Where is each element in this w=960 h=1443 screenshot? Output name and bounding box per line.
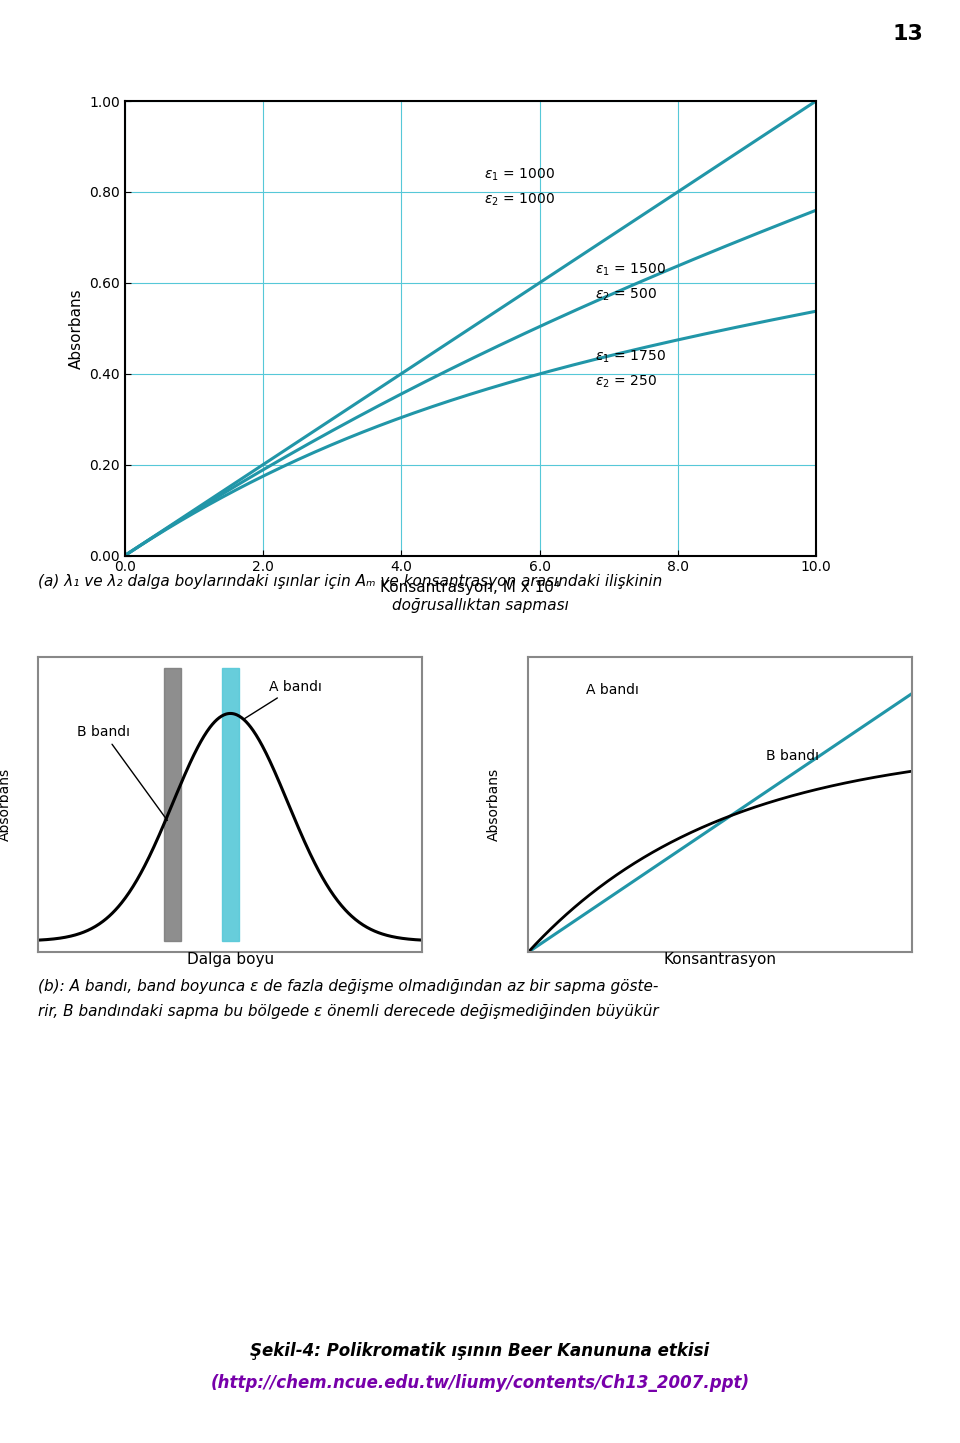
Text: 13: 13 — [893, 25, 924, 45]
Text: $\varepsilon_1$ = 1750: $\varepsilon_1$ = 1750 — [595, 348, 665, 365]
Y-axis label: Absorbans: Absorbans — [0, 768, 12, 841]
Text: rir, B bandındaki sapma bu bölgede ε önemli derecede değişmediğinden büyükür: rir, B bandındaki sapma bu bölgede ε öne… — [38, 1004, 659, 1019]
Text: Şekil-4: Polikromatik ışının Beer Kanununa etkisi: Şekil-4: Polikromatik ışının Beer Kanunu… — [251, 1342, 709, 1361]
Text: (http://chem.ncue.edu.tw/liumy/contents/Ch13_2007.ppt): (http://chem.ncue.edu.tw/liumy/contents/… — [210, 1374, 750, 1392]
Text: Konsantrasyon: Konsantrasyon — [663, 952, 777, 967]
Text: $\varepsilon_1$ = 1000: $\varepsilon_1$ = 1000 — [484, 166, 555, 183]
Text: $\varepsilon_2$ = 1000: $\varepsilon_2$ = 1000 — [484, 192, 555, 208]
Text: $\varepsilon_2$ = 250: $\varepsilon_2$ = 250 — [595, 374, 657, 390]
Y-axis label: Absorbans: Absorbans — [68, 289, 84, 368]
X-axis label: Konsantrasyon, M x 10⁴: Konsantrasyon, M x 10⁴ — [380, 580, 561, 595]
Text: A bandı: A bandı — [244, 680, 322, 719]
Text: A bandı: A bandı — [586, 683, 638, 697]
Text: Dalga boyu: Dalga boyu — [187, 952, 274, 967]
Text: B bandı: B bandı — [77, 726, 167, 821]
Text: B bandı: B bandı — [766, 749, 819, 763]
Text: $\varepsilon_1$ = 1500: $\varepsilon_1$ = 1500 — [595, 261, 665, 278]
Text: (a) λ₁ ve λ₂ dalga boylarındaki ışınlar için Aₘ ve konsantrasyon arasındaki iliş: (a) λ₁ ve λ₂ dalga boylarındaki ışınlar … — [38, 574, 662, 589]
Bar — [164, 668, 181, 941]
Text: (b): A bandı, band boyunca ε de fazla değişme olmadığından az bir sapma göste-: (b): A bandı, band boyunca ε de fazla de… — [38, 980, 659, 994]
Y-axis label: Absorbans: Absorbans — [487, 768, 501, 841]
Bar — [222, 668, 239, 941]
Text: $\varepsilon_2$ = 500: $\varepsilon_2$ = 500 — [595, 287, 657, 303]
Text: doğrusallıktan sapması: doğrusallıktan sapması — [392, 599, 568, 613]
